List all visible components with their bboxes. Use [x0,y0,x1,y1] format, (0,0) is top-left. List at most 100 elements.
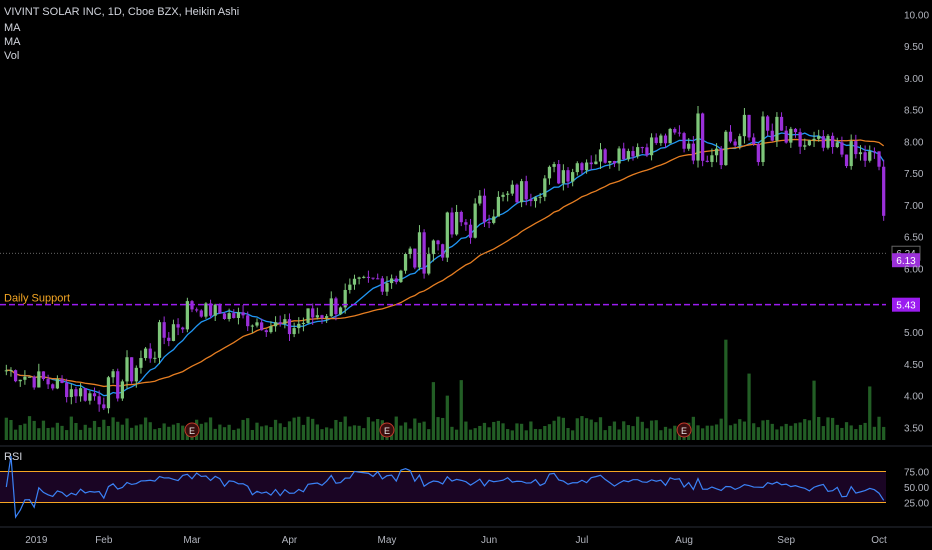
time-tick-label: May [378,535,397,546]
volume-bar [784,423,788,440]
volume-bar [167,426,171,440]
volume-bar [199,423,203,440]
volume-bar [408,428,412,440]
volume-bar [524,430,528,440]
volume-bar [37,428,41,440]
volume-bar [399,425,403,440]
volume-bar [775,429,779,440]
candle-body [649,137,654,156]
support-label: Daily Support [4,293,70,305]
candle-body [580,163,584,171]
candle-body [529,199,533,202]
candle-body [176,324,180,328]
volume-bar [752,423,756,440]
candle-body [222,313,227,319]
candle-body [120,381,124,399]
time-tick-label: Sep [777,535,795,546]
volume-bar [538,429,542,440]
candle-body [83,388,87,401]
volume-bar [97,427,101,440]
earnings-marker [184,422,200,438]
volume-bar [278,423,282,440]
volume-bar [575,418,579,440]
candle-body [566,170,570,182]
volume-bar [46,427,50,440]
volume-bar [793,423,798,440]
candle-body [23,376,27,380]
volume-bar [515,423,519,440]
candle-body [450,212,454,235]
candle-body [348,284,352,290]
candle-body [770,130,774,141]
candle-body [195,309,199,311]
legend-volume: Vol [4,50,20,62]
candle-body [102,404,106,409]
volume-bar [826,417,830,440]
candle-body [459,211,463,223]
volume-bar [436,417,440,440]
volume-bar [543,426,547,440]
candle-body [162,322,166,338]
candle-body [362,276,366,278]
volume-bar [329,428,333,440]
legend-ma-slow: MA [4,36,21,48]
candle-body [167,337,171,341]
volume-bar [134,425,138,440]
candle-body [204,303,208,317]
candle-body [278,322,282,324]
candle-body [742,114,747,137]
volume-bar [204,422,208,440]
candle-body [343,289,347,308]
candle-body [663,135,668,144]
candle-body [185,301,189,330]
volume-bar [143,417,148,440]
volume-bar [519,423,524,440]
volume-bar [445,395,449,440]
candle-body [130,357,134,382]
volume-bar [111,417,115,440]
candle-body [315,315,319,318]
volume-bar [18,425,22,440]
rsi-line [5,455,885,519]
volume-bar [65,430,69,440]
price-tick-label: 9.50 [904,42,924,53]
volume-bar [580,416,584,440]
volume-bar [589,419,593,440]
volume-bar [357,425,361,440]
volume-bar [88,427,92,440]
volume-bar [714,424,719,440]
candle-body [501,194,505,197]
volume-bar [27,416,32,440]
candle-body [552,164,556,167]
price-tick-label: 4.50 [904,360,924,371]
earnings-marker-label: E [384,426,390,436]
ma-slow-line [6,138,885,388]
candle-body [496,196,501,217]
candle-body [682,133,686,149]
volume-bar [32,420,36,440]
price-tick-label: 10.00 [904,10,929,21]
volume-bar [830,417,835,440]
volume-bar [362,428,366,440]
candle-body [389,278,394,284]
candle-body [125,357,129,382]
volume-bar [496,420,501,440]
candle-body [882,166,886,216]
candle-body [199,310,203,317]
volume-bar [756,427,760,440]
candle-body [807,140,812,146]
candle-body [153,357,157,359]
candle-body [487,222,491,224]
candle-body [826,135,830,148]
candle-body [482,195,487,223]
candle-body [413,248,417,268]
volume-bar [148,422,152,440]
volume-bar [116,421,120,440]
candle-body [640,147,644,149]
volume-bar [766,419,770,440]
candle-body [784,130,788,143]
candle-body [584,162,589,171]
volume-bar [320,429,324,440]
candle-body [789,128,793,143]
